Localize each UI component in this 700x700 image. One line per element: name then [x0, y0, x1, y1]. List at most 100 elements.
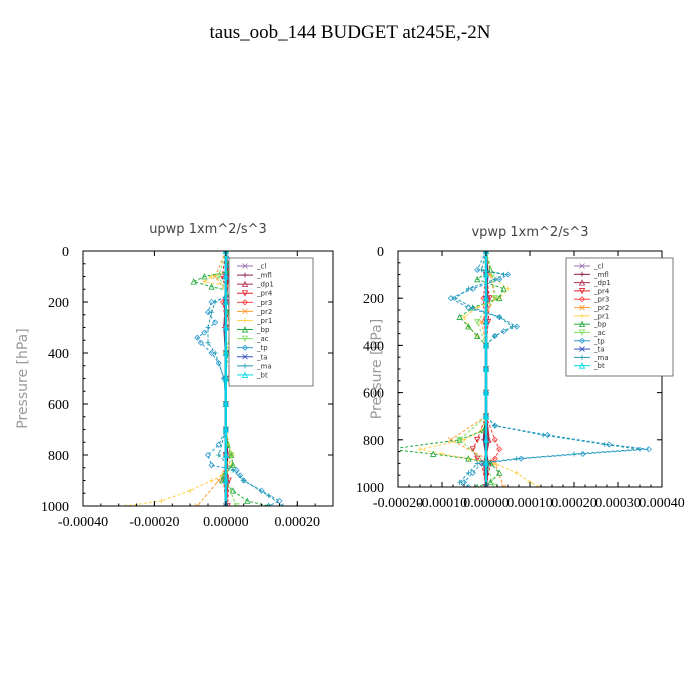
legend-label: _bt — [593, 362, 605, 370]
legend-label: _mfl — [256, 272, 272, 280]
data-point — [215, 273, 222, 280]
data-point — [637, 446, 643, 452]
data-point — [224, 503, 231, 506]
data-point — [222, 502, 229, 506]
legend-label: _pr3 — [256, 299, 272, 307]
data-point — [222, 273, 230, 280]
data-point — [244, 497, 251, 504]
legend-label: _ma — [256, 362, 272, 370]
legend-marker — [241, 371, 249, 378]
legend-label: _ta — [593, 346, 605, 354]
legend-label: _ma — [593, 354, 609, 362]
legend-label: _ac — [593, 329, 606, 337]
data-point — [233, 467, 240, 474]
figure-title: taus_oob_144 BUDGET at245E,-2N — [209, 22, 491, 43]
legend-label: _cl — [256, 263, 266, 271]
data-point — [197, 339, 204, 346]
x-tick-label: 0.00020 — [275, 515, 321, 530]
data-point — [479, 267, 485, 273]
data-point — [205, 325, 211, 330]
data-point — [482, 342, 490, 349]
legend-label: _bp — [256, 326, 270, 334]
data-point — [266, 493, 272, 499]
data-point — [194, 334, 201, 341]
data-point — [215, 441, 222, 448]
data-point — [482, 412, 490, 420]
legend-marker — [578, 329, 586, 336]
data-point — [457, 479, 463, 485]
series-line-ac — [458, 251, 496, 487]
legend-marker — [242, 317, 248, 323]
legend-label: _pr4 — [593, 287, 610, 295]
data-point — [212, 299, 218, 305]
x-tick-label: -0.00020 — [373, 496, 423, 511]
legend-marker — [242, 363, 248, 369]
legend: _cl_mfl_dp1_pr4_pr3_pr2_pr1_bp_ac_tp_ta_… — [228, 257, 314, 387]
legend-marker — [241, 299, 249, 306]
legend-marker — [242, 272, 248, 278]
legend-marker — [242, 263, 248, 269]
legend-marker — [579, 346, 585, 352]
y-tick-label: 200 — [48, 296, 69, 311]
data-point — [216, 452, 222, 458]
y-tick-label: 800 — [48, 449, 69, 464]
data-point — [447, 295, 454, 302]
data-point — [496, 294, 503, 302]
data-point — [579, 450, 586, 458]
data-point — [201, 329, 208, 336]
data-point — [491, 436, 498, 443]
legend-box — [565, 257, 674, 377]
data-point — [461, 314, 467, 320]
x-tick-label: -0.00040 — [58, 515, 108, 530]
data-point — [492, 276, 498, 282]
x-tick-label: 0.00000 — [203, 515, 249, 530]
data-point — [500, 285, 507, 292]
data-point — [209, 309, 215, 315]
data-point — [496, 314, 502, 320]
data-point — [474, 332, 481, 339]
data-point — [208, 283, 215, 290]
data-point — [513, 323, 520, 330]
data-point — [159, 498, 165, 504]
data-point — [540, 432, 546, 438]
data-point — [482, 460, 490, 467]
data-point — [265, 502, 272, 506]
y-tick-label: 600 — [363, 387, 384, 402]
data-point — [483, 484, 489, 487]
legend-label: _tp — [256, 344, 268, 352]
data-point — [474, 455, 481, 463]
legend-label: _pr2 — [256, 308, 272, 316]
data-point — [222, 298, 230, 305]
legend-label: _tp — [593, 337, 605, 345]
data-point — [219, 273, 226, 280]
data-point — [452, 295, 458, 301]
data-point — [222, 426, 230, 433]
data-point — [215, 360, 222, 367]
data-point — [209, 478, 215, 483]
data-point — [233, 503, 240, 506]
data-point — [496, 469, 503, 476]
legend-marker — [241, 280, 249, 288]
panel-title: vpwp 1xm^2/s^3 — [471, 225, 588, 240]
panel-upwp: upwp 1xm^2/s^3 Pressure [hPa] -0.00040 -0.0… — [15, 222, 334, 530]
y-tick-label: 0 — [377, 245, 384, 260]
y-tick-label: 400 — [363, 339, 384, 354]
data-point — [201, 273, 208, 280]
data-point — [417, 446, 423, 452]
legend-marker — [578, 288, 586, 295]
legend-marker — [579, 304, 585, 311]
data-point — [194, 503, 201, 506]
data-point — [492, 333, 498, 339]
series-line-pr1 — [419, 251, 540, 487]
legend-label: _pr1 — [593, 312, 609, 320]
data-point — [482, 483, 490, 487]
legend-label: _ta — [256, 353, 268, 361]
series-line-pr1 — [125, 251, 238, 506]
legend-label: _pr1 — [256, 317, 272, 325]
legend-label: _cl — [593, 263, 603, 271]
data-point — [222, 349, 230, 356]
y-tick-label: 0 — [62, 245, 69, 260]
data-point — [482, 365, 490, 372]
data-point — [461, 437, 467, 443]
data-point — [222, 477, 230, 484]
